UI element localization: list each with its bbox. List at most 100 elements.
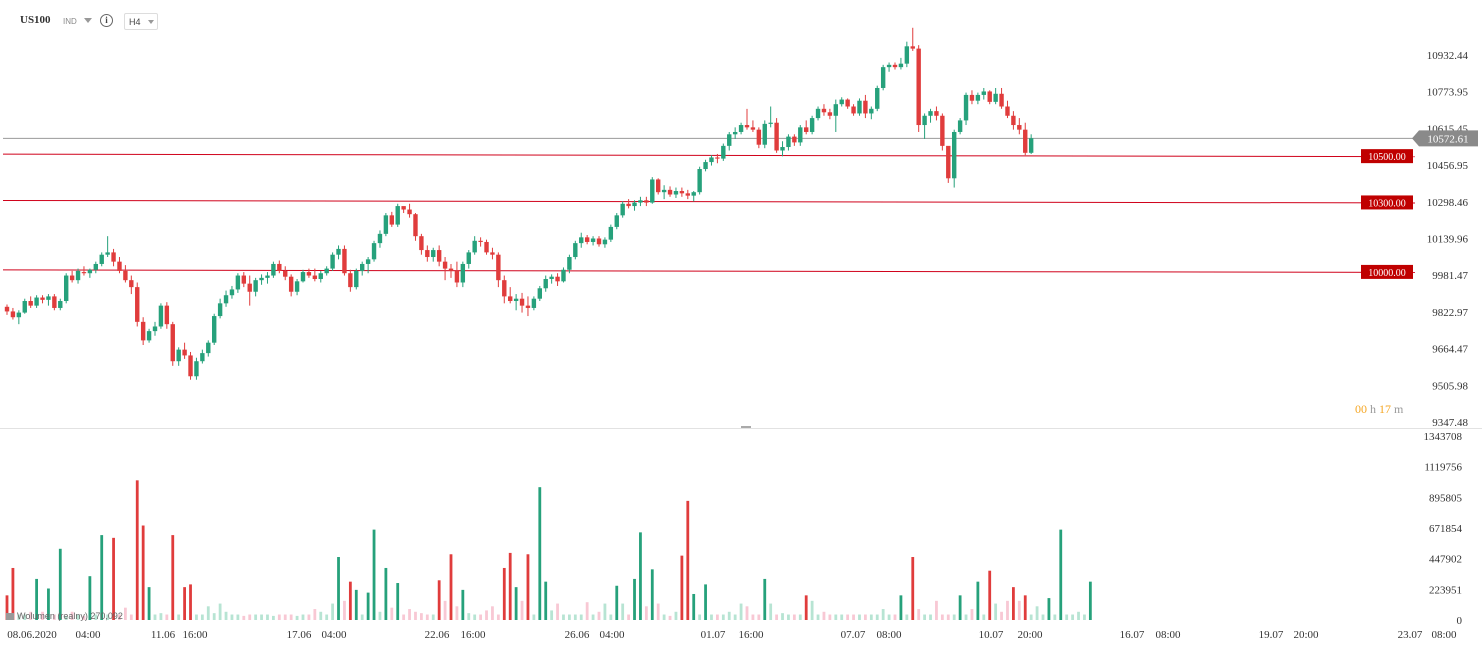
level-price-label-bg[interactable] [1361, 264, 1413, 279]
volume-bar [461, 589, 465, 620]
candle-body [999, 93, 1004, 107]
candle-body [738, 125, 744, 132]
volume-bar [881, 609, 885, 620]
volume-bar [224, 611, 228, 620]
volume-bar [189, 584, 192, 620]
volume-bar [538, 487, 542, 620]
price-axis-tick: 10932.44 [1427, 50, 1469, 62]
time-axis-tick: 16:00 [738, 629, 764, 641]
candle-body [478, 240, 483, 242]
volume-bar [354, 589, 358, 620]
volume-bar [976, 581, 980, 620]
horizontal-level-line[interactable] [2, 269, 1416, 273]
volume-bar [508, 552, 512, 620]
countdown-minutes-unit: m [1394, 402, 1404, 416]
time-axis-tick: 10.07 [979, 629, 1004, 641]
candle-body [235, 275, 241, 290]
candle-body [472, 240, 477, 253]
candle-body [762, 123, 767, 145]
level-price-label-bg[interactable] [1361, 149, 1413, 164]
volume-legend-label: Wolumen [17, 611, 55, 621]
candle-body [543, 279, 548, 289]
volume-bar [343, 600, 346, 620]
candle-body [644, 200, 649, 203]
candle-body [691, 192, 696, 196]
chevron-down-icon[interactable] [84, 18, 92, 23]
volume-bar [1071, 614, 1074, 620]
volume-bar [1053, 614, 1057, 620]
candle-body [1005, 106, 1010, 116]
pane-resize-handle[interactable] [741, 426, 751, 428]
candle-body [768, 122, 773, 124]
instrument-type-label: IND [63, 17, 77, 26]
volume-bar [597, 611, 601, 620]
volume-bar [644, 606, 648, 620]
candle-body [608, 226, 614, 240]
volume-bar [514, 587, 518, 620]
volume-bar [573, 614, 577, 620]
volume-bar [852, 614, 855, 620]
candle-body [229, 289, 235, 296]
info-icon[interactable]: i [100, 14, 113, 27]
candle-body [875, 87, 880, 109]
volume-bar [935, 600, 938, 620]
candle-body [342, 248, 347, 274]
candle-body [502, 280, 507, 297]
candle-body [537, 288, 542, 299]
volume-bar [195, 614, 198, 620]
candle-body [182, 349, 187, 356]
time-axis-tick: 20:00 [1017, 629, 1043, 641]
candle-body [176, 349, 181, 362]
candle-body [851, 106, 856, 114]
volume-bar [52, 614, 56, 620]
volume-bar [639, 532, 642, 620]
volume-bar [923, 614, 926, 620]
volume-bar [289, 614, 293, 620]
volume-bar [621, 603, 625, 620]
candle-body [188, 355, 193, 377]
candle-body [614, 215, 619, 227]
symbol-label[interactable]: US100 [20, 14, 51, 26]
volume-bar [603, 603, 607, 620]
level-price-label-bg[interactable] [1361, 195, 1413, 210]
candle-body [792, 136, 797, 143]
time-axis-tick: 04:00 [599, 629, 625, 641]
volume-legend: Wolumen (realny) 270,092 [6, 611, 123, 621]
candle-body [567, 257, 572, 270]
candle-body [679, 191, 685, 194]
volume-bar [141, 525, 145, 620]
timeframe-select[interactable]: H4 [124, 13, 158, 30]
candle-body [508, 296, 513, 302]
candle-body [602, 239, 608, 245]
volume-bar [260, 614, 263, 620]
volume-bar [556, 603, 559, 620]
volume-bar [331, 603, 334, 620]
horizontal-level-line[interactable] [2, 153, 1416, 158]
candle-body [804, 127, 809, 132]
time-axis-tick: 04:00 [321, 629, 347, 641]
candle-body [549, 276, 554, 280]
chevron-down-icon [148, 20, 154, 24]
volume-bar [739, 603, 743, 620]
candle-body [336, 248, 341, 255]
volume-bar [372, 529, 376, 620]
horizontal-level-line[interactable] [2, 199, 1416, 204]
volume-bar [112, 537, 115, 620]
volume-bar [147, 587, 151, 620]
volume-bar [70, 611, 74, 620]
volume-bar [946, 614, 950, 620]
candle-body [371, 243, 377, 260]
volume-bar [798, 614, 802, 620]
time-axis-tick: 19.07 [1259, 629, 1284, 641]
time-axis-tick: 07.07 [841, 629, 866, 641]
volume-bar [899, 595, 903, 620]
countdown-hours-unit: h [1370, 402, 1376, 416]
volume-bar [994, 603, 998, 620]
candle-body [975, 94, 981, 101]
candle-body [715, 157, 720, 159]
price-axis-tick: 10139.96 [1427, 234, 1469, 246]
candle-body [265, 275, 270, 278]
time-axis-tick: 16:00 [182, 629, 208, 641]
volume-bar [804, 595, 808, 620]
